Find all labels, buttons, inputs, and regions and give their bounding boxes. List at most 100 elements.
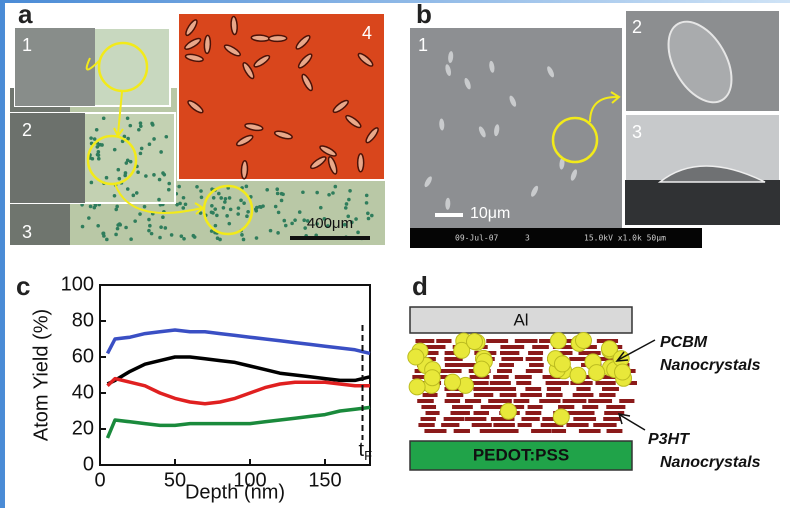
x-axis-label: Depth (nm) — [185, 481, 285, 503]
crystal-dot — [140, 147, 144, 151]
crystal-dot — [128, 124, 132, 128]
p3ht-rod — [563, 399, 587, 403]
crystal-dot — [95, 128, 99, 132]
crystal-dot — [147, 218, 151, 222]
p3ht-rod — [599, 393, 615, 397]
crystal-dot — [242, 201, 246, 205]
crystal-dot — [265, 188, 269, 192]
crystal-dot — [143, 205, 147, 209]
crystal — [269, 35, 287, 41]
crystal-dot — [219, 196, 223, 200]
crystal-dot — [147, 229, 151, 233]
p3ht-rod — [546, 393, 562, 397]
crystal-dot — [89, 205, 93, 209]
x-tick-label: 150 — [308, 469, 341, 491]
annotation-subscript: F — [364, 448, 372, 463]
pcbm-ball — [550, 333, 566, 349]
inset-number: 2 — [22, 120, 32, 140]
crystal-dot — [212, 196, 216, 200]
figure: 400μm a 1 2 3 4 09-Jul-07 3 15.0kV x1.0k… — [0, 0, 790, 508]
crystal-dot — [144, 174, 148, 178]
crystal-dot — [181, 206, 185, 210]
p3ht-rod — [595, 381, 615, 385]
panel-label: b — [416, 0, 432, 29]
p3ht-rod — [446, 393, 463, 397]
crystal-dot — [365, 194, 369, 198]
crystal-dot — [258, 205, 262, 209]
crystal-dot — [199, 189, 203, 193]
crystal-dot — [236, 212, 240, 216]
panel-label: c — [16, 271, 30, 301]
p3ht-rod — [539, 399, 560, 403]
layer-label: Al — [513, 310, 528, 329]
x-tick-label: 50 — [164, 469, 186, 491]
crystal-dot — [331, 191, 335, 195]
pcbm-ball — [445, 374, 461, 390]
y-axis-label: Atom Yield (%) — [30, 309, 52, 441]
crystal-dot — [115, 205, 119, 209]
crystal-dot — [93, 137, 97, 141]
crystal-dot — [114, 233, 118, 237]
pcbm-ball — [554, 356, 570, 372]
crystal-dot — [97, 157, 101, 161]
crystal-dot — [215, 214, 219, 218]
crystal-dot — [96, 224, 100, 228]
panel-label: d — [412, 271, 428, 301]
crystal-dot — [118, 222, 122, 226]
p3ht-rod — [516, 381, 531, 385]
crystal-dot — [139, 121, 143, 125]
p3ht-rod — [602, 387, 619, 391]
p3ht-rod — [493, 375, 509, 379]
p3ht-rod — [488, 399, 512, 403]
crystal-dot — [90, 181, 94, 185]
y-tick-label: 100 — [61, 273, 94, 295]
crystal-dot — [366, 211, 370, 215]
p3ht-rod — [546, 381, 569, 385]
crystal-dot — [148, 142, 152, 146]
crystal-dot — [184, 202, 188, 206]
y-tick-label: 0 — [83, 453, 94, 475]
p3ht-rod — [440, 369, 462, 373]
panel-label: a — [18, 0, 33, 29]
crystal-dot — [126, 187, 130, 191]
callout: P3HT — [648, 431, 690, 448]
crystal-dot — [367, 217, 371, 221]
p3ht-rod — [454, 429, 470, 433]
crystal-dot — [210, 210, 214, 214]
crystal-dot — [275, 187, 279, 191]
pcbm-ball — [408, 349, 424, 365]
callout: Nanocrystals — [660, 454, 761, 471]
crystal-dot — [133, 219, 137, 223]
crystal-dot — [356, 231, 360, 235]
panel-b: 09-Jul-07 3 15.0kV x1.0k 50μm 10μm b 1 2… — [410, 0, 780, 248]
crystal-dot — [152, 173, 156, 177]
crystal-dot — [213, 207, 217, 211]
p3ht-rod — [528, 351, 543, 355]
crystal-dot — [228, 196, 232, 200]
x-tick-label: 0 — [94, 469, 105, 491]
pcbm-ball — [570, 367, 586, 383]
p3ht-rod — [436, 339, 451, 343]
crystal-dot — [327, 193, 331, 197]
crystal-dot — [290, 222, 294, 226]
p3ht-rod — [418, 423, 434, 427]
crystal-dot — [222, 206, 226, 210]
p3ht-rod — [424, 429, 446, 433]
crystal-dot — [89, 136, 93, 140]
p3ht-rod — [500, 351, 519, 355]
crystal-dot — [293, 218, 297, 222]
p3ht-rod — [472, 423, 492, 427]
p3ht-rod — [490, 381, 511, 385]
crystal-dot — [124, 226, 128, 230]
p3ht-rod — [525, 411, 541, 415]
crystal-dot — [132, 194, 136, 198]
crystal-dot — [276, 192, 280, 196]
crystal-dot — [218, 238, 222, 242]
crystal-dot — [177, 185, 181, 189]
crystal-dot — [370, 214, 374, 218]
p3ht-rod — [573, 417, 596, 421]
crystal-dot — [137, 128, 141, 132]
pcbm-ball — [615, 364, 631, 380]
crystal — [204, 35, 211, 53]
crystal-dot — [280, 199, 284, 203]
